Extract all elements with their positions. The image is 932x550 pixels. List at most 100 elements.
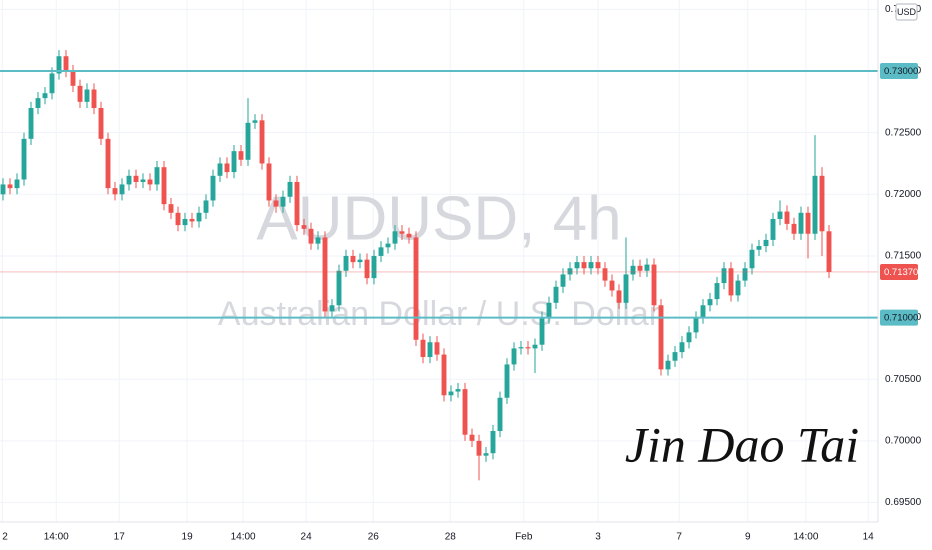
candle-body xyxy=(742,268,748,281)
candle-body xyxy=(231,151,237,173)
candle-body xyxy=(462,389,468,435)
candle-body xyxy=(399,231,405,234)
candle-body xyxy=(175,212,181,226)
candle-body xyxy=(763,239,769,247)
candle-body xyxy=(616,290,622,303)
currency[interactable]: USD xyxy=(897,7,917,17)
candle-body xyxy=(413,237,419,340)
candle-body xyxy=(287,181,293,197)
candle-body xyxy=(728,268,734,296)
candle-body xyxy=(602,268,608,281)
level-label-box xyxy=(880,309,918,326)
candle-body xyxy=(35,98,41,108)
candle-body xyxy=(280,196,286,207)
candle-body xyxy=(749,249,755,269)
candle-body xyxy=(343,255,349,271)
candle-body xyxy=(735,280,741,296)
candle-body xyxy=(105,138,111,189)
candle-body xyxy=(21,138,27,180)
candle-body xyxy=(805,212,811,234)
candle-body xyxy=(385,243,391,248)
x-tick-label: 28 xyxy=(445,532,457,543)
candle-body xyxy=(98,108,104,139)
candle-body xyxy=(679,342,685,353)
candle-body xyxy=(392,231,398,244)
candle-body xyxy=(224,163,230,173)
candle-body xyxy=(658,305,664,370)
candle-body xyxy=(238,151,244,160)
candle-body xyxy=(147,179,153,185)
candle-body xyxy=(784,211,790,224)
candle-body xyxy=(826,231,832,272)
x-tick-label: 24 xyxy=(301,532,313,543)
candle-body xyxy=(266,163,272,201)
candle-body xyxy=(273,200,279,207)
watermark-subtitle: Australian Dollar / U.S. Dollar xyxy=(218,295,660,333)
x-tick-label: 9 xyxy=(745,532,751,543)
candle-body xyxy=(581,262,587,269)
candle-body xyxy=(434,342,440,355)
last-price-box xyxy=(880,263,918,280)
x-tick-label: 2 xyxy=(2,532,8,543)
candle-body xyxy=(49,73,55,94)
candle-body xyxy=(609,280,615,291)
candle-body xyxy=(770,218,776,240)
plot xyxy=(0,50,878,481)
candle-body xyxy=(301,225,307,229)
candle-body xyxy=(504,364,510,398)
candle-body xyxy=(469,434,475,441)
candle-body xyxy=(7,184,13,189)
candle-body xyxy=(483,453,489,456)
candle-body xyxy=(756,246,762,250)
candle-body xyxy=(798,212,804,234)
x-tick-label: 19 xyxy=(182,532,194,543)
y-tick-label: 0.72000 xyxy=(885,189,922,200)
candle-body xyxy=(350,255,356,263)
candle-body xyxy=(420,339,426,358)
candle-body xyxy=(154,167,160,185)
candle-body xyxy=(378,247,384,256)
candle-body xyxy=(77,85,83,102)
candle-body xyxy=(448,391,454,396)
candle-body xyxy=(91,89,97,108)
candle-body xyxy=(14,179,20,189)
candle-body xyxy=(63,56,69,72)
candle-body xyxy=(140,179,146,182)
x-tick-label: 3 xyxy=(595,532,601,543)
candle-body xyxy=(560,274,566,287)
y-tick-label: 0.70000 xyxy=(885,436,922,447)
candle-body xyxy=(336,270,342,306)
candle-body xyxy=(189,218,195,222)
candle-body xyxy=(700,305,706,318)
currency-box[interactable] xyxy=(895,3,918,21)
candle-body xyxy=(497,397,503,432)
candle-body xyxy=(455,389,461,392)
candle-body xyxy=(588,262,594,269)
candle-body xyxy=(665,360,671,370)
candle-body xyxy=(357,259,363,263)
x-tick-label: 17 xyxy=(114,532,126,543)
candle-body xyxy=(364,259,370,279)
candle-body xyxy=(427,342,433,358)
candle-body xyxy=(532,344,538,349)
candle-body xyxy=(637,265,643,271)
candle-body xyxy=(812,175,818,234)
candle-body xyxy=(42,93,48,99)
candle-body xyxy=(245,122,251,160)
candle-body xyxy=(371,255,377,279)
x-tick-label: 26 xyxy=(368,532,380,543)
candle-body xyxy=(322,237,328,312)
candle-body xyxy=(595,262,601,269)
candle-body xyxy=(546,302,552,318)
y-tick-label: 0.69500 xyxy=(885,497,922,508)
candle-body xyxy=(693,317,699,333)
candle-body xyxy=(315,237,321,244)
candle-body xyxy=(714,283,720,300)
candle-body xyxy=(539,317,545,345)
y-tick-label: 0.72500 xyxy=(885,127,922,138)
candle-body xyxy=(518,347,524,349)
candle-body xyxy=(406,233,412,238)
last-price-label: 0.71370 xyxy=(884,267,918,278)
candle-body xyxy=(721,268,727,284)
